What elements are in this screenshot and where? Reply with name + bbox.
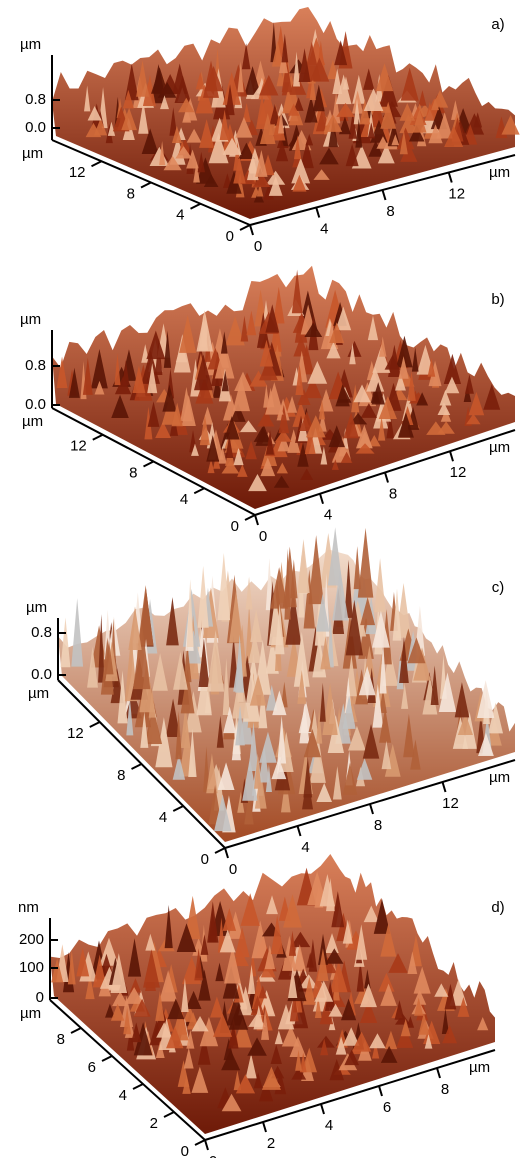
panel-label: c) [492,579,505,596]
y-tick-label: 4 [176,207,184,224]
x-tick-label: 4 [324,507,332,524]
y-tick [191,204,201,209]
x-tick-label: 0 [254,238,262,255]
x-tick [316,208,319,218]
y-tick-label: 2 [150,1115,158,1132]
y-tick-label: 12 [67,725,84,742]
figure: a)µm0.80.0µm1284004812µmb)µm0.80.0µm1284… [0,0,521,1158]
y-tick-label: 12 [70,438,87,455]
x-unit: µm [489,164,510,181]
y-tick [90,722,100,727]
x-tick [225,848,228,858]
panel-label: a) [491,16,504,33]
y-unit: µm [28,685,49,702]
y-tick [92,161,102,166]
y-tick [133,1084,143,1089]
z-tick-label: 0.0 [31,666,52,683]
x-tick [298,826,301,836]
y-unit: µm [22,413,43,430]
x-tick [321,1104,324,1114]
y-unit: µm [22,145,43,162]
surface-peak [71,598,83,666]
y-tick [194,488,204,493]
y-tick-label: 4 [159,809,167,826]
x-tick [385,473,388,483]
y-tick [141,183,151,188]
y-tick-label: 0 [231,518,239,535]
x-tick [449,173,452,183]
z-tick-label: 0.8 [25,357,46,374]
x-tick-label: 8 [441,1081,449,1098]
z-tick-label: 0.0 [25,119,46,136]
z-unit: µm [26,599,47,616]
x-tick-label: 4 [301,839,309,856]
x-tick [383,190,386,200]
x-tick-label: 8 [374,817,382,834]
x-tick-label: 6 [383,1099,391,1116]
x-tick-label: 12 [448,185,465,202]
y-tick-label: 8 [117,767,125,784]
x-tick-label: 0 [209,1153,217,1158]
x-tick [320,494,323,504]
y-tick [71,1028,81,1033]
x-tick [370,804,373,814]
x-tick [263,1122,266,1132]
z-unit: nm [18,899,39,916]
z-tick-label: 200 [19,931,44,948]
surface-peak [297,539,310,593]
x-tick [443,782,446,792]
z-unit: µm [20,36,41,53]
y-tick [102,1056,112,1061]
y-tick-label: 4 [180,491,188,508]
panel-label: b) [491,291,504,308]
y-unit: µm [20,1005,41,1022]
y-tick-label: 8 [127,185,135,202]
x-tick [450,451,453,461]
y-tick [215,848,225,853]
x-tick-label: 0 [229,861,237,878]
x-tick-label: 8 [386,203,394,220]
afm-surface [50,854,495,1134]
x-tick-label: 2 [267,1135,275,1152]
y-tick [173,806,183,811]
y-tick-label: 4 [119,1087,127,1104]
x-tick [205,1140,208,1150]
x-tick-label: 12 [450,464,467,481]
x-tick [437,1068,440,1078]
z-unit: µm [20,311,41,328]
x-tick [379,1086,382,1096]
y-tick-label: 8 [129,464,137,481]
y-tick-label: 0 [181,1143,189,1158]
x-tick-label: 0 [259,528,267,545]
y-tick-label: 8 [57,1031,65,1048]
z-tick-label: 0 [36,989,44,1006]
surface-base [50,854,495,1134]
x-unit: µm [489,769,510,786]
z-tick-label: 0.0 [25,396,46,413]
x-tick-label: 8 [389,485,397,502]
x-tick-label: 4 [325,1117,333,1134]
afm-surface [52,266,515,509]
z-tick-label: 100 [19,959,44,976]
x-tick-label: 12 [442,795,459,812]
y-tick-label: 6 [88,1059,96,1076]
y-tick [164,1112,174,1117]
x-tick-label: 4 [320,220,328,237]
y-tick-label: 0 [201,851,209,868]
x-tick [250,225,253,235]
y-tick [245,515,255,520]
z-tick-label: 0.8 [31,624,52,641]
x-unit: µm [489,439,510,456]
y-tick [195,1140,205,1145]
y-tick-label: 12 [69,164,86,181]
y-tick [132,764,142,769]
panel-label: d) [491,899,504,916]
y-tick-label: 0 [226,228,234,245]
y-tick [144,462,154,467]
y-tick [240,225,250,230]
x-tick [255,515,258,525]
z-tick-label: 0.8 [25,91,46,108]
y-tick [93,435,103,440]
x-unit: µm [469,1059,490,1076]
